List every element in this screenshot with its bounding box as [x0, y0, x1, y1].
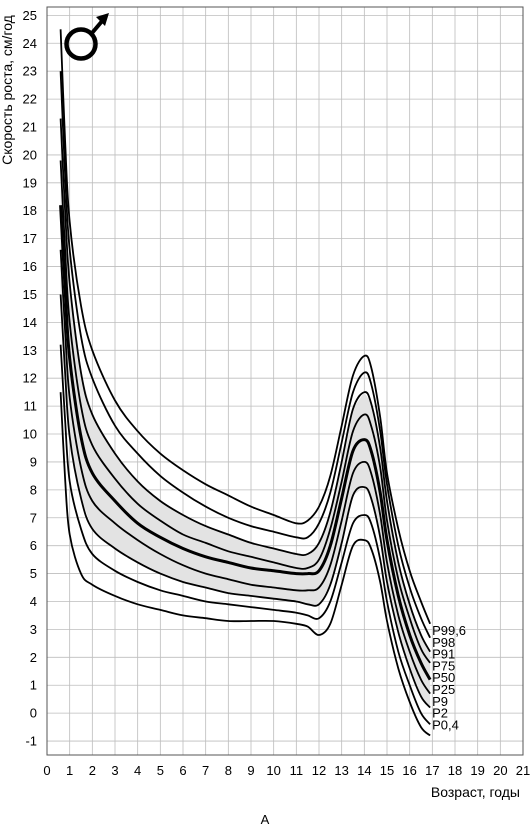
x-tick-label: 13 — [334, 763, 348, 778]
x-tick-label: 16 — [402, 763, 416, 778]
x-tick-label: 12 — [312, 763, 326, 778]
x-tick-label: 15 — [380, 763, 394, 778]
series-line-p91 — [59, 118, 431, 653]
series-label-p75: P75 — [432, 658, 455, 673]
y-tick-label: 3 — [30, 622, 37, 637]
series-line-p50 — [59, 205, 432, 681]
series-line-p99-6 — [59, 29, 431, 625]
y-tick-label: 4 — [30, 594, 37, 609]
x-tick-labels: 0 1 2 3 4 5 6 7 8 9 10 11 12 13 14 15 16 17 18 19 20 21 — [43, 763, 530, 778]
y-tick-label: 0 — [30, 706, 37, 721]
x-tick-label: 5 — [157, 763, 164, 778]
y-tick-label: 13 — [23, 343, 37, 358]
y-tick-label: 2 — [30, 650, 37, 665]
male-symbol-icon — [64, 13, 109, 61]
y-tick-label: 19 — [23, 175, 37, 190]
x-tick-label: 1 — [66, 763, 73, 778]
y-tick-label: -1 — [25, 734, 37, 749]
series-line-p9 — [59, 294, 431, 709]
plot-frame — [46, 6, 524, 756]
x-tick-label: 6 — [179, 763, 186, 778]
plot-border — [46, 6, 524, 756]
x-tick-label: 11 — [290, 763, 304, 778]
x-tick-label: 21 — [516, 763, 530, 778]
series-label-p50: P50 — [432, 670, 455, 685]
grid — [46, 7, 524, 755]
y-tick-label: 11 — [24, 399, 38, 414]
x-tick-label: 8 — [225, 763, 232, 778]
x-tick-label: 0 — [43, 763, 50, 778]
x-tick-label: 18 — [448, 763, 462, 778]
y-tick-label: 17 — [23, 231, 37, 246]
shaded-band — [60, 118, 431, 708]
x-tick-label: 10 — [266, 763, 280, 778]
series-line-p25 — [59, 249, 431, 695]
series-label-p25: P25 — [432, 682, 455, 697]
y-tick-label: 15 — [23, 287, 37, 302]
y-tick-label: 9 — [30, 454, 37, 469]
series-label-p9: P9 — [432, 694, 448, 709]
y-tick-label: 12 — [23, 371, 37, 386]
x-tick-label: 7 — [202, 763, 209, 778]
x-tick-label: 17 — [425, 763, 439, 778]
series-line-p2 — [59, 344, 431, 725]
y-tick-label: 16 — [23, 259, 37, 274]
y-tick-label: 5 — [30, 566, 37, 581]
series-label-p91: P91 — [432, 647, 455, 662]
x-tick-label: 9 — [247, 763, 254, 778]
y-tick-label: 23 — [23, 64, 37, 79]
y-tick-label: 6 — [30, 538, 37, 553]
x-tick-label: 14 — [357, 763, 371, 778]
y-tick-label: 22 — [23, 92, 37, 107]
series-label-p0-4: P0,4 — [432, 717, 459, 732]
series-line-p0-4 — [59, 392, 431, 737]
band-area — [60, 118, 431, 708]
series-label-p99-6: P99,6 — [432, 623, 466, 638]
y-tick-label: 7 — [30, 510, 37, 525]
x-tick-label: 4 — [134, 763, 141, 778]
x-tick-label: 3 — [111, 763, 118, 778]
y-tick-label: 21 — [23, 120, 37, 135]
series-line-p75 — [59, 160, 431, 664]
y-axis-title: Скорость роста, см/год — [0, 15, 15, 165]
y-tick-label: 20 — [23, 147, 37, 162]
y-tick-labels: -101234567891011121314151617181920212223… — [23, 8, 37, 749]
y-tick-label: 24 — [23, 36, 37, 51]
series-line-p98 — [59, 71, 431, 639]
y-tick-label: 14 — [23, 315, 37, 330]
y-tick-label: 10 — [23, 427, 37, 442]
series-lines — [59, 29, 432, 737]
figure-caption: А — [261, 812, 270, 825]
x-tick-label: 20 — [493, 763, 507, 778]
x-tick-label: 2 — [89, 763, 96, 778]
y-tick-label: 18 — [23, 203, 37, 218]
series-label-p98: P98 — [432, 635, 455, 650]
x-axis-title: Возраст, годы — [431, 784, 520, 800]
x-tick-label: 19 — [470, 763, 484, 778]
y-tick-label: 25 — [23, 8, 37, 23]
y-tick-label: 8 — [30, 482, 37, 497]
y-tick-label: 1 — [30, 678, 37, 693]
series-label-p2: P2 — [432, 706, 448, 721]
